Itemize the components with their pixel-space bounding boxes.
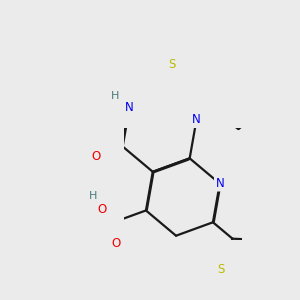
Text: N: N — [192, 113, 201, 126]
Text: O: O — [97, 202, 106, 216]
Text: N: N — [125, 101, 134, 114]
Text: S: S — [168, 58, 176, 71]
Text: H: H — [111, 91, 119, 101]
Text: S: S — [218, 263, 225, 276]
Text: O: O — [111, 237, 121, 250]
Text: N: N — [215, 177, 224, 190]
Text: O: O — [92, 150, 101, 163]
Text: H: H — [88, 191, 97, 201]
